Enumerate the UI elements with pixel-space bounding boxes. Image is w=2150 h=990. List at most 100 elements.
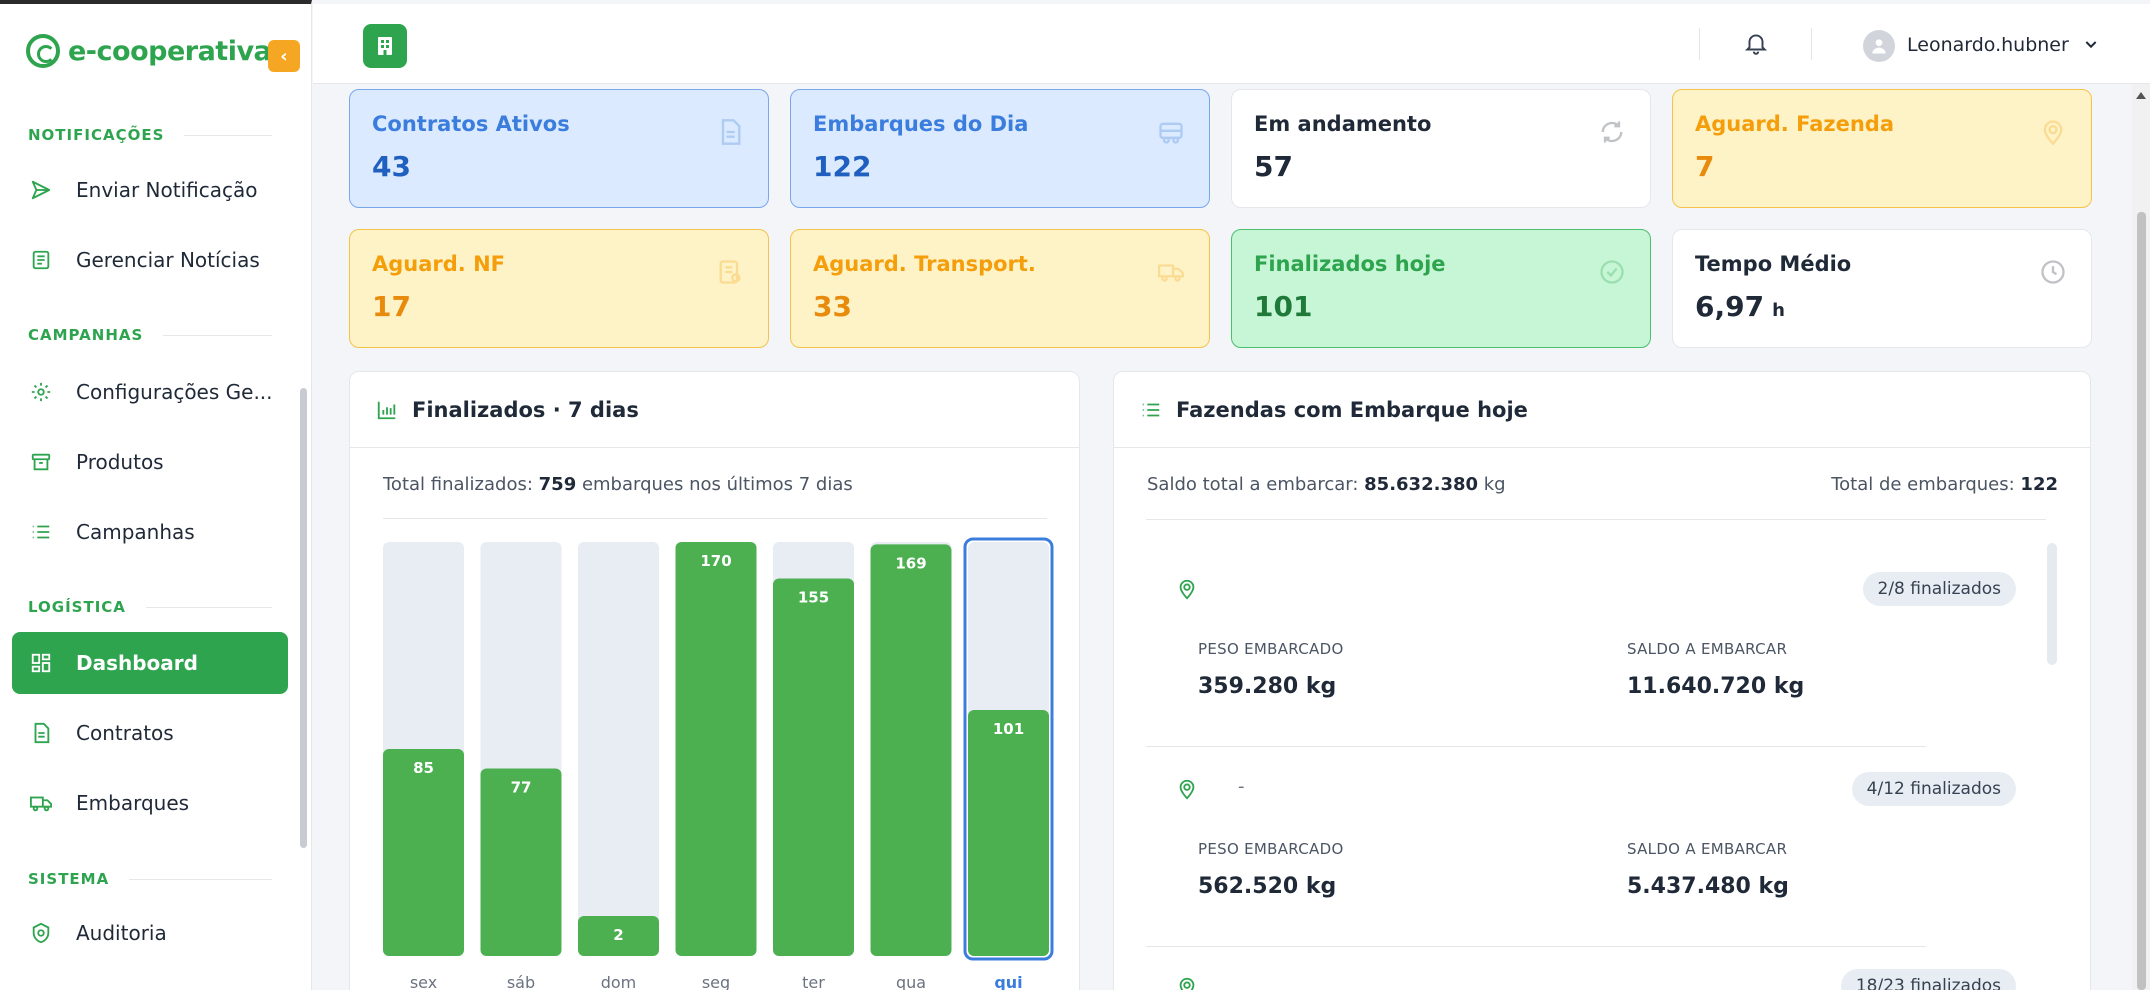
kpi-value: 7: [1695, 150, 1715, 183]
clock-icon: [2041, 260, 2065, 284]
bar-value-label: 77: [511, 778, 532, 796]
building-icon[interactable]: [363, 24, 407, 68]
sidebar-item-label: Configurações Ge...: [76, 380, 273, 404]
truck-icon: [28, 790, 54, 816]
kpi-value: 101: [1254, 290, 1313, 323]
bar-value-label: 2: [613, 926, 623, 944]
header-divider: [1699, 28, 1700, 60]
farms-panel-header: Fazendas com Embarque hoje: [1114, 372, 2090, 448]
sidebar-item-produtos[interactable]: Produtos: [12, 431, 288, 493]
scroll-up-icon[interactable]: [2136, 92, 2146, 99]
location-icon: [1179, 977, 1195, 990]
kpi-label: Aguard. Transport.: [813, 252, 1036, 276]
farms-list-scrollbar[interactable]: [2047, 543, 2057, 665]
bar-value-label: 170: [700, 552, 731, 570]
x-tick-label: dom: [601, 973, 637, 990]
shield-icon: [28, 920, 54, 946]
gear-icon: [28, 379, 54, 405]
bar-0[interactable]: [383, 749, 464, 956]
saldo-label: SALDO A EMBARCAR: [1627, 640, 1788, 658]
total-embarques: Total de embarques: 122: [1831, 474, 2058, 495]
sidebar-item-label: Dashboard: [76, 651, 198, 675]
sidebar-item-contratos[interactable]: Contratos: [12, 702, 288, 764]
sidebar: e-cooperativa ‹ NOTIFICAÇÕES Enviar Noti…: [0, 0, 312, 990]
x-tick-label: sáb: [507, 973, 535, 990]
kpi-tempo-medio[interactable]: Tempo Médio 6,97 h: [1672, 229, 2092, 348]
kpi-aguard-transport[interactable]: Aguard. Transport. 33: [790, 229, 1210, 348]
kpi-contratos-ativos[interactable]: Contratos Ativos 43: [349, 89, 769, 208]
location-icon: [1179, 779, 1195, 800]
scrollbar-thumb[interactable]: [2137, 212, 2146, 990]
saldo-value: 5.437.480 kg: [1627, 874, 1789, 899]
sidebar-item-campanhas[interactable]: Campanhas: [12, 501, 288, 563]
bar-1[interactable]: [480, 768, 562, 956]
collapse-sidebar-button[interactable]: ‹: [268, 40, 300, 72]
kpi-label: Finalizados hoje: [1254, 252, 1446, 276]
sidebar-item-auditoria[interactable]: Auditoria: [12, 902, 288, 964]
kpi-value: 122: [813, 150, 872, 183]
bar-3[interactable]: [675, 542, 757, 956]
bar-track-2: [578, 542, 659, 956]
kpi-label: Em andamento: [1254, 112, 1432, 136]
send-icon: [28, 177, 54, 203]
bar-6[interactable]: [968, 710, 1049, 956]
sidebar-item-configuracoes[interactable]: Configurações Ge...: [12, 361, 288, 423]
x-tick-label: seg: [702, 973, 730, 990]
sidebar-item-label: Embarques: [76, 791, 190, 815]
dashboard-icon: [28, 650, 54, 676]
farm-divider: [1146, 746, 1926, 747]
x-tick-label: sex: [410, 973, 437, 990]
x-tick-label: qua: [896, 973, 926, 990]
saldo-prefix: Saldo total a embarcar:: [1147, 474, 1359, 495]
kpi-label: Tempo Médio: [1695, 252, 1852, 276]
kpi-embarques-do-dia[interactable]: Embarques do Dia 122: [790, 89, 1210, 208]
kpi-finalizados-hoje[interactable]: Finalizados hoje 101: [1231, 229, 1651, 348]
sidebar-scrollbar[interactable]: [300, 388, 307, 848]
peso-value: 562.520 kg: [1198, 874, 1337, 899]
status-badge: 4/12 finalizados: [1851, 772, 2016, 806]
bar-2[interactable]: [578, 916, 659, 956]
sidebar-item-enviar-notificacao[interactable]: Enviar Notificação: [12, 159, 288, 221]
total-value: 122: [2020, 474, 2058, 495]
archive-icon: [28, 449, 54, 475]
top-header: Leonardo.hubner: [313, 4, 2150, 84]
main-scrollbar[interactable]: [2132, 84, 2150, 990]
kpi-value: 57: [1254, 150, 1293, 183]
sidebar-item-label: Campanhas: [76, 520, 195, 544]
x-tick-label: qui: [994, 973, 1022, 990]
bar-5[interactable]: [870, 544, 952, 956]
bar-4[interactable]: [773, 578, 854, 956]
user-name[interactable]: Leonardo.hubner: [1907, 34, 2069, 56]
chevron-down-icon[interactable]: [2083, 36, 2099, 56]
saldo-label: SALDO A EMBARCAR: [1627, 840, 1788, 858]
chart-panel-header: Finalizados · 7 dias: [350, 372, 1079, 448]
sidebar-item-embarques[interactable]: Embarques: [12, 772, 288, 834]
avatar[interactable]: [1863, 30, 1895, 62]
bar-value-label: 101: [993, 720, 1024, 738]
kpi-value: 6,97 h: [1695, 290, 2069, 323]
total-prefix: Total de embarques:: [1831, 474, 2015, 495]
sidebar-item-dashboard[interactable]: Dashboard: [12, 632, 288, 694]
sidebar-item-gerenciar-noticias[interactable]: Gerenciar Notícias: [12, 229, 288, 291]
location-icon: [2043, 120, 2063, 146]
section-title-notificacoes: NOTIFICAÇÕES: [28, 126, 272, 144]
summary-prefix: Total finalizados:: [383, 474, 533, 495]
kpi-aguard-nf[interactable]: Aguard. NF 17: [349, 229, 769, 348]
summary-total: 759: [538, 474, 577, 495]
bar-highlight: [963, 537, 1054, 961]
bar-value-label: 85: [413, 759, 434, 777]
section-title-logistica: LOGÍSTICA: [28, 598, 272, 616]
bar-value-label: 169: [895, 554, 926, 572]
saldo-total: Saldo total a embarcar: 85.632.380 kg: [1147, 474, 1506, 495]
truck-icon: [1158, 264, 1184, 282]
kpi-value-number: 6,97: [1695, 290, 1765, 323]
peso-label: PESO EMBARCADO: [1198, 640, 1344, 658]
farms-divider: [1146, 519, 2046, 520]
location-icon: [1179, 579, 1195, 600]
saldo-value: 11.640.720 kg: [1627, 674, 1805, 699]
bar-chart-icon: [376, 399, 398, 421]
kpi-aguard-fazenda[interactable]: Aguard. Fazenda 7: [1672, 89, 2092, 208]
kpi-em-andamento[interactable]: Em andamento 57: [1231, 89, 1651, 208]
bell-icon[interactable]: [1743, 30, 1771, 58]
app-logo[interactable]: e-cooperativa: [26, 34, 272, 68]
